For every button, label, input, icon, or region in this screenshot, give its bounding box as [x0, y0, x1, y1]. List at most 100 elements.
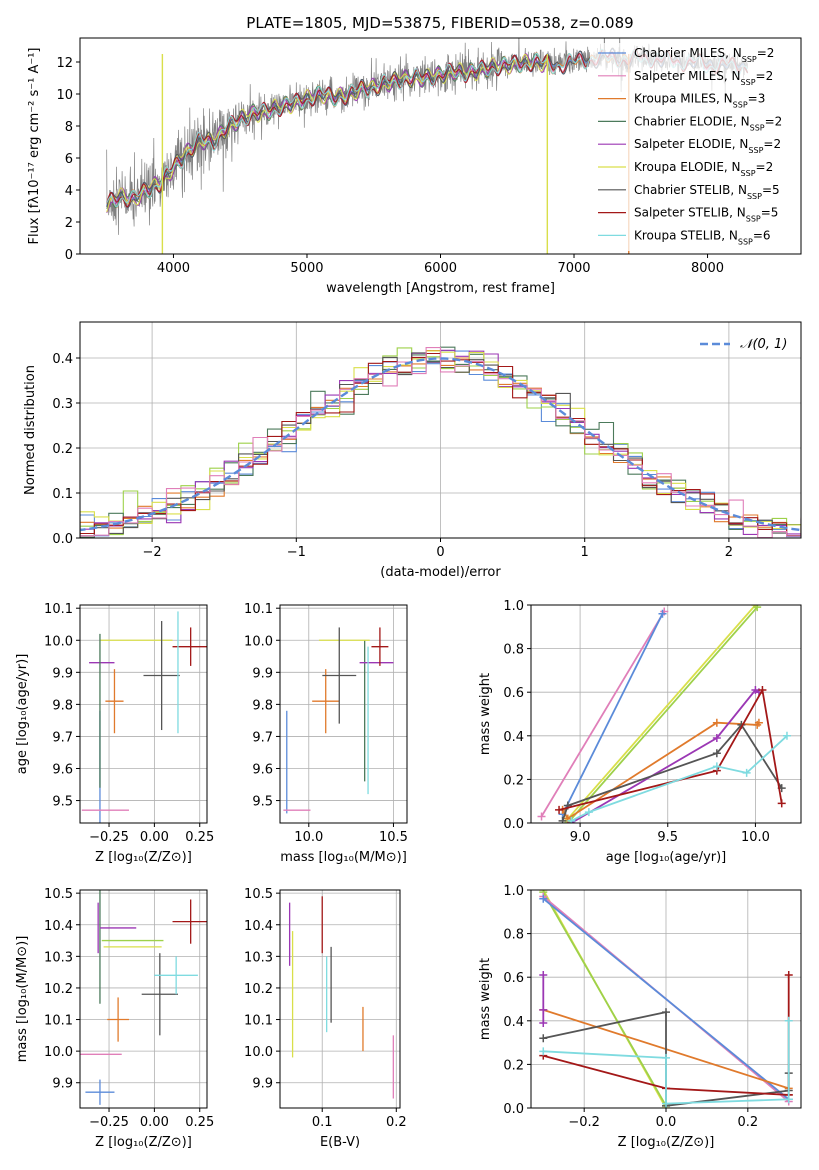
- point-marker: [784, 1016, 793, 1025]
- point-marker: [784, 971, 793, 980]
- plot-area: [539, 890, 793, 1108]
- point-marker: [558, 816, 567, 823]
- x-tick-label: 1: [581, 545, 589, 560]
- age-vs-metallicity-panel: −0.25 0.00 0.25 9.5 9.6 9.7 9.8 9.9 10.0 10.1 Z [l…: [15, 602, 214, 865]
- legend-subscript: SSP: [733, 100, 748, 109]
- y-tick-label: 10.0: [44, 1045, 73, 1060]
- x-axis-label: E(B-V): [320, 1135, 360, 1150]
- x-tick-label: 10.5: [379, 830, 408, 845]
- mass-weight-line: [561, 613, 664, 815]
- y-tick-label: 0.4: [503, 730, 524, 745]
- y-tick-label: 10.0: [44, 634, 73, 649]
- x-tick-label: −2: [143, 545, 162, 560]
- residual-histogram-panel: −2 −1 0 1 2 0.0 0.1 0.2 0.3 0.4 𝒩(0, 1) (data-model…: [23, 321, 802, 580]
- point-marker: [712, 718, 721, 727]
- point-marker: [712, 733, 721, 742]
- axes-frame: [530, 604, 802, 824]
- errorbar-marker: [172, 899, 207, 944]
- plot-area: [288, 896, 394, 1099]
- y-tick-label: 10.5: [244, 887, 273, 902]
- legend-label: Chabrier MILES, NSSP=2: [634, 46, 774, 64]
- legend-subscript: SSP: [747, 191, 762, 200]
- y-tick-label: 0.1: [52, 487, 73, 502]
- y-tick-label: 10.1: [44, 602, 73, 617]
- y-tick-label: 0.0: [503, 817, 524, 832]
- plot-area: [537, 605, 791, 823]
- mass-vs-extinction-panel: 0.1 0.2 9.9 10.0 10.1 10.2 10.3 10.4 10.5 E(B-V): [244, 887, 407, 1150]
- y-tick-label: 0.3: [52, 397, 73, 412]
- point-marker: [539, 1034, 548, 1043]
- mass-weight-vs-metallicity-panel: −0.2 0.0 0.2 0.0 0.2 0.4 0.6 0.8 1.0 Z [log₁₀(Z/Z…: [478, 884, 802, 1150]
- legend-label: Salpeter MILES, NSSP=2: [634, 69, 773, 87]
- point-marker: [584, 808, 593, 817]
- errorbar-marker: [85, 1079, 115, 1105]
- y-tick-label: 9.5: [252, 795, 273, 810]
- x-tick-label: 4000: [157, 261, 190, 276]
- y-tick-label: 10.1: [244, 1014, 273, 1029]
- point-marker: [784, 1095, 793, 1104]
- point-marker: [742, 768, 751, 777]
- y-tick-label: 0: [65, 248, 73, 263]
- x-tick-label: 9.5: [657, 830, 678, 845]
- x-axis-label: Z [log₁₀(Z/Z⊙)]: [95, 850, 192, 865]
- plot-area: [283, 627, 394, 814]
- y-tick-label: 10.1: [244, 602, 273, 617]
- y-tick-label: 0.8: [503, 643, 524, 658]
- mass-weight-line: [558, 687, 783, 811]
- y-tick-label: 10.5: [44, 887, 73, 902]
- y-tick-label: 9.7: [52, 730, 73, 745]
- legend-label: Salpeter STELIB, NSSP=5: [634, 206, 778, 224]
- errorbar-marker: [312, 669, 340, 734]
- point-marker: [537, 812, 546, 821]
- y-tick-label: 9.6: [252, 763, 273, 778]
- axes-frame: [79, 889, 208, 1109]
- point-marker: [539, 1047, 548, 1056]
- errorbar-marker: [322, 627, 357, 724]
- y-axis-label: mass weight: [478, 958, 493, 1040]
- y-tick-label: 0.8: [503, 928, 524, 943]
- y-tick-label: 9.9: [52, 1077, 73, 1092]
- y-tick-label: 2: [65, 216, 73, 231]
- y-tick-label: 10.2: [44, 982, 73, 997]
- y-tick-label: 10.0: [244, 1045, 273, 1060]
- point-marker: [662, 1099, 670, 1108]
- mass-vs-metallicity-panel: −0.25 0.00 0.25 9.9 10.0 10.1 10.2 10.3 10.4 10.5…: [15, 887, 214, 1150]
- x-axis-label: wavelength [Angstrom, rest frame]: [326, 281, 555, 296]
- y-tick-label: 9.8: [52, 698, 73, 713]
- axes-frame: [279, 604, 408, 824]
- legend-label: 𝒩(0, 1): [740, 337, 787, 352]
- x-tick-label: 7000: [557, 261, 590, 276]
- y-tick-label: 0.2: [503, 1058, 524, 1073]
- point-marker: [777, 799, 786, 808]
- x-tick-label: 6000: [424, 261, 457, 276]
- point-marker: [754, 718, 763, 727]
- x-axis-label: mass [log₁₀(M/M⊙)]: [280, 850, 407, 865]
- x-tick-label: 0.00: [140, 1115, 169, 1130]
- x-tick-label: 0: [436, 545, 444, 560]
- axes-frame: [279, 889, 401, 1109]
- point-marker: [555, 805, 564, 814]
- point-marker: [539, 1018, 548, 1027]
- mass-weight-line: [542, 898, 790, 1100]
- y-tick-label: 10.3: [44, 950, 73, 965]
- y-tick-label: 6: [65, 152, 73, 167]
- errorbar-marker: [105, 669, 124, 734]
- mass-weight-line: [565, 605, 757, 822]
- legend-label: Salpeter ELODIE, NSSP=2: [634, 137, 781, 155]
- y-axis-label: Flux [fλ10⁻¹⁷ erg cm⁻² s⁻¹ A⁻¹]: [27, 48, 42, 245]
- x-tick-label: 0.25: [185, 830, 214, 845]
- legend-label: Kroupa ELODIE, NSSP=2: [634, 160, 773, 178]
- mass-weight-line: [570, 688, 760, 823]
- y-tick-label: 9.8: [252, 698, 273, 713]
- errorbar-marker: [371, 627, 389, 666]
- y-tick-label: 10.2: [244, 982, 273, 997]
- spectrum-title: PLATE=1805, MJD=53875, FIBERID=0538, z=0…: [246, 14, 633, 32]
- y-tick-label: 10.0: [244, 634, 273, 649]
- y-tick-label: 8: [65, 120, 73, 135]
- histogram-step-line: [80, 347, 801, 538]
- y-tick-label: 9.9: [252, 1077, 273, 1092]
- point-marker: [539, 894, 548, 903]
- x-tick-label: −0.2: [568, 1115, 600, 1130]
- point-marker: [662, 1008, 670, 1017]
